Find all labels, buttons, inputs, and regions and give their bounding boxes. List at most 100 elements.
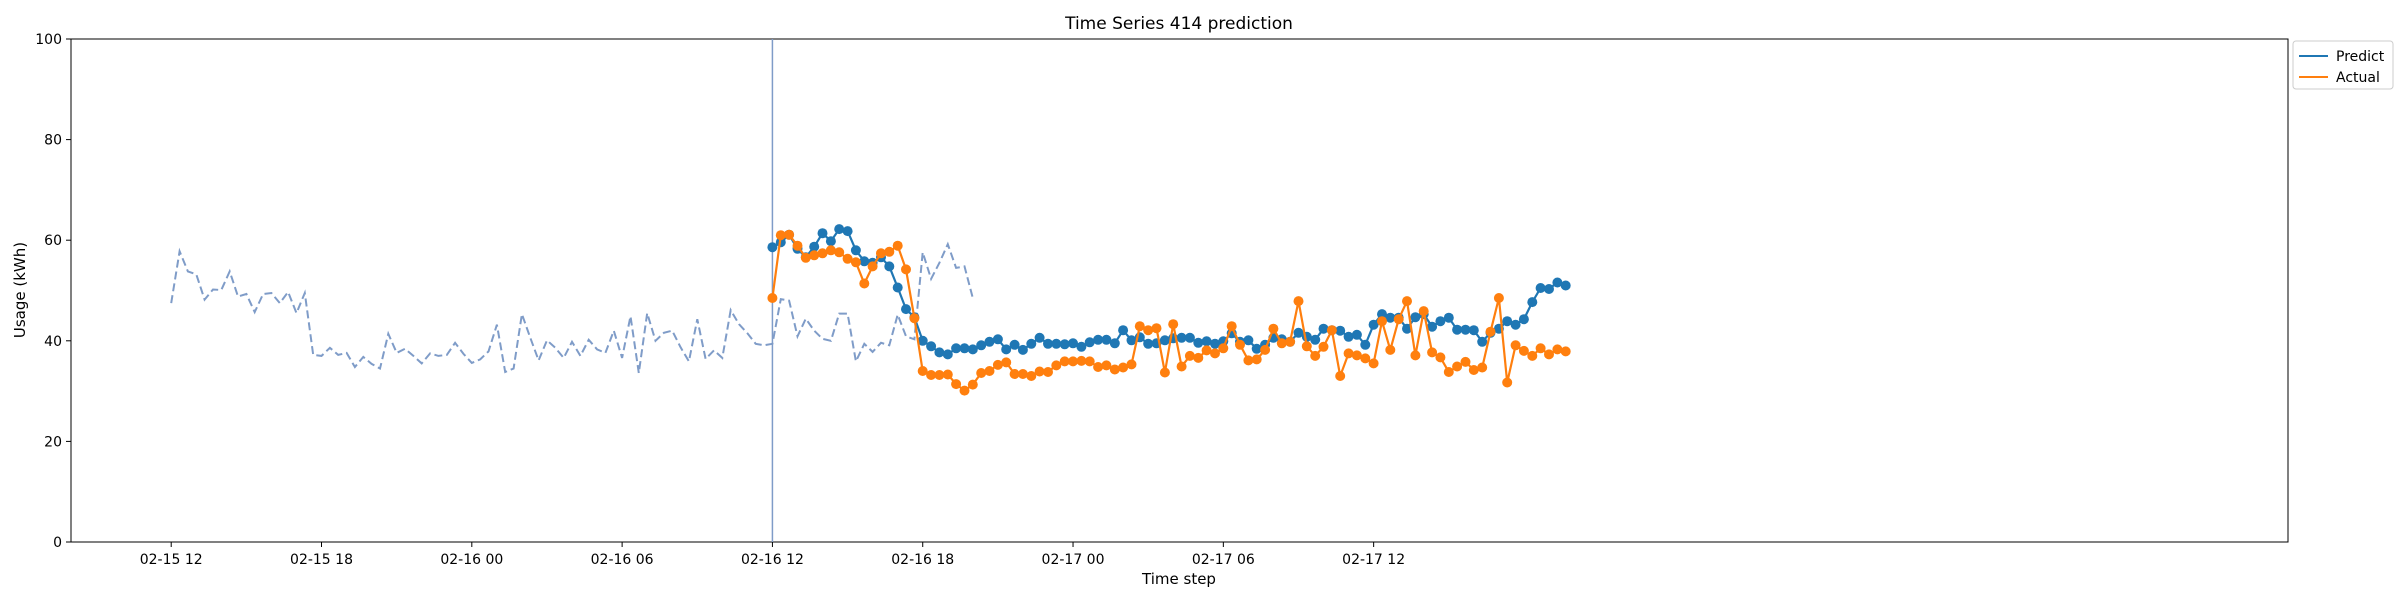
predict-point [1017,344,1028,355]
series-layer [170,39,1571,542]
actual-point [876,248,886,259]
actual-point [1393,314,1404,325]
actual-point [1418,306,1429,317]
actual-point [1118,362,1129,373]
actual-point [792,240,803,251]
y-tick-label: 60 [44,233,62,249]
predict-point [967,344,978,355]
actual-point [1510,340,1521,351]
actual-point [1335,371,1346,381]
actual-point [1360,353,1371,364]
x-tick-label: 02-17 12 [1342,552,1405,568]
actual-point [1235,339,1245,350]
actual-point [867,261,878,272]
actual-point [1502,377,1513,388]
actual-point [1410,350,1421,361]
actual-point [1343,348,1354,359]
actual-point [1017,369,1028,379]
series-actual [767,229,1571,396]
predict-point [1051,338,1062,349]
predict-point [850,245,861,256]
predict-point [1452,324,1463,335]
predict-point [1360,339,1371,350]
predict-point [992,334,1003,345]
predict-point [1193,337,1204,348]
predict-point [1210,338,1220,349]
actual-point [909,313,920,324]
actual-point [1143,325,1154,336]
predict-point [1377,309,1387,320]
x-tick-label: 02-17 00 [1042,552,1105,568]
actual-point [809,250,820,261]
predict-point [1034,332,1045,343]
actual-point [1109,364,1120,375]
predict-point [1176,332,1187,343]
predict-point [825,236,836,247]
actual-point [842,253,853,264]
predict-point [767,242,778,253]
predict-point [1184,332,1195,343]
actual-point [1377,316,1387,327]
predict-point [976,340,987,351]
predict-point [1385,312,1396,323]
actual-point [984,366,995,376]
legend-label-actual: Actual [2336,70,2380,86]
predict-point [1502,316,1513,327]
predict-point [1427,321,1438,332]
predict-point [892,282,903,293]
x-tick-label: 02-16 06 [591,552,654,568]
predict-point [901,304,911,315]
actual-point [834,247,845,258]
actual-point [1368,358,1379,369]
predict-point [1026,338,1037,349]
x-tick-label: 02-17 06 [1192,552,1255,568]
predict-point [1410,312,1421,323]
predict-point [842,226,853,237]
predict-point [951,343,962,354]
predict-point [1527,297,1538,308]
actual-point [1134,321,1145,332]
actual-point [1260,344,1271,355]
actual-point [850,257,861,268]
actual-point [1168,319,1179,330]
actual-point [1535,343,1546,354]
actual-point [967,379,978,390]
actual-point [775,230,786,241]
predict-point [1460,324,1471,335]
predict-point [934,347,945,358]
predict-point [984,336,995,347]
predict-point [1552,277,1563,288]
actual-point [784,229,795,240]
actual-point [817,248,828,259]
predict-point [1001,344,1012,355]
actual-point [1518,345,1529,356]
x-axis: 02-15 12 02-15 18 02-16 00 02-16 06 02-16 12… [140,542,1405,568]
predict-point [1310,334,1321,345]
y-axis-label: Usage (kWh) [11,242,29,338]
actual-point [1443,367,1454,377]
actual-point [1544,349,1554,360]
predict-point [1251,343,1262,354]
predict-point [1293,327,1304,338]
actual-point [1385,344,1396,355]
actual-point [1276,338,1287,349]
actual-point [1001,357,1012,368]
actual-point [917,366,928,376]
actual-point [1268,323,1279,334]
x-tick-label: 02-15 12 [140,552,203,568]
actual-point [992,359,1003,370]
actual-point [1059,356,1070,367]
predict-point [917,335,928,346]
legend: Predict Actual [2292,40,2394,90]
actual-point [1460,356,1471,367]
actual-point [1351,350,1362,361]
actual-point [1435,352,1446,363]
predict-point [1201,336,1212,347]
actual-point [1301,341,1312,352]
actual-point [1402,296,1412,307]
predict-point [834,224,845,235]
predict-point [1076,341,1087,352]
plot-area [70,38,2289,543]
predict-point [1351,329,1362,340]
actual-point [1310,350,1321,361]
